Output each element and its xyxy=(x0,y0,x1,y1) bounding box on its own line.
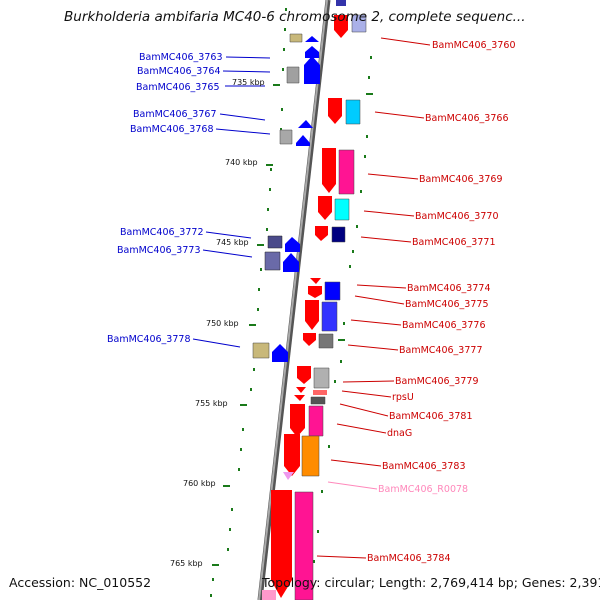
gene-label[interactable]: BamMC406_3779 xyxy=(395,376,478,387)
gene-label[interactable]: BamMC406_3768 xyxy=(130,124,213,135)
gene-3778 xyxy=(252,342,270,359)
gene-3779 xyxy=(297,366,311,384)
rna-connector xyxy=(327,481,378,490)
map-title: Burkholderia ambifaria MC40-6 chromosome… xyxy=(64,9,526,25)
gene-3783b xyxy=(301,435,320,477)
gene-3768-arrow xyxy=(296,135,310,146)
gene-3769 xyxy=(322,148,336,193)
gene-3774 xyxy=(310,278,321,284)
right-connectors xyxy=(316,37,431,559)
gene-rpsU-b xyxy=(313,390,327,395)
gene-label[interactable]: BamMC406_3775 xyxy=(405,299,488,310)
gene-3778-arrow xyxy=(272,344,288,362)
gene-dnaG xyxy=(290,404,305,437)
gene-3776 xyxy=(305,300,319,330)
gene-3765 xyxy=(286,66,300,84)
gene-label[interactable]: BamMC406_3760 xyxy=(432,40,515,51)
gene-dnaG-b xyxy=(308,405,324,437)
gene-3763 xyxy=(289,33,303,43)
gene-label[interactable]: BamMC406_3770 xyxy=(415,211,498,222)
gene-label[interactable]: BamMC406_3767 xyxy=(133,109,216,120)
gene-3784b xyxy=(294,491,314,600)
major-tick-marks xyxy=(212,84,373,566)
gene-label[interactable]: rpsU xyxy=(392,392,414,403)
gene-label[interactable]: BamMC406_3769 xyxy=(419,174,502,185)
kbp-label: 760 kbp xyxy=(183,479,216,488)
left-dot-track xyxy=(210,8,287,597)
gene-3763-arrow xyxy=(305,36,319,42)
gene-3775 xyxy=(324,281,341,301)
gene-label[interactable]: BamMC406_3772 xyxy=(120,227,203,238)
kbp-label: 750 kbp xyxy=(206,319,239,328)
genome-summary-text: Topology: circular; Length: 2,769,414 bp… xyxy=(262,575,600,590)
gene-3773-arrow xyxy=(283,253,299,272)
gene-3777 xyxy=(303,333,316,346)
gene-3766 xyxy=(328,98,342,124)
kbp-label: 765 kbp xyxy=(170,559,203,568)
gene-label[interactable]: BamMC406_3771 xyxy=(412,237,495,248)
gene-label[interactable]: BamMC406_3778 xyxy=(107,334,190,345)
right-dot-track xyxy=(310,56,372,593)
gene-3776b xyxy=(321,301,338,332)
gene-label[interactable]: BamMC406_3776 xyxy=(402,320,485,331)
gene-3784c xyxy=(262,590,276,600)
gene-label[interactable]: BamMC406_3784 xyxy=(367,553,450,564)
gene-3770 xyxy=(318,196,332,220)
gene-3760 xyxy=(334,15,348,38)
accession-text: Accession: NC_010552 xyxy=(9,575,152,590)
kbp-label: 740 kbp xyxy=(225,158,258,167)
gene-3784 xyxy=(271,490,292,598)
gene-3770b xyxy=(334,198,350,221)
kbp-label: 755 kbp xyxy=(195,399,228,408)
kbp-tick-labels: 735 kbp 740 kbp 745 kbp 750 kbp 755 kbp … xyxy=(170,78,265,568)
gene-3764 xyxy=(305,46,319,58)
gene-3781 xyxy=(294,395,305,401)
gene-3767 xyxy=(298,120,313,128)
gene-3783 xyxy=(284,434,300,476)
kbp-label: 735 kbp xyxy=(232,78,265,87)
right-gene-labels: BamMC406_3760 BamMC406_3766 BamMC406_376… xyxy=(367,40,515,564)
gene-label[interactable]: dnaG xyxy=(387,428,412,439)
gene-label[interactable]: BamMC406_3765 xyxy=(136,82,219,93)
gene-3772-arrow xyxy=(285,237,300,252)
gene-label[interactable]: BamMC406_3777 xyxy=(399,345,482,356)
gene-label[interactable]: BamMC406_3773 xyxy=(117,245,200,256)
gene-3779b xyxy=(313,367,330,389)
gene-3772 xyxy=(267,235,283,249)
left-strand-genes xyxy=(252,33,320,362)
gene-label[interactable]: BamMC406_R0078 xyxy=(378,484,468,495)
gene-label[interactable]: BamMC406_3774 xyxy=(407,283,490,294)
gene-top xyxy=(336,0,346,6)
gene-3773 xyxy=(264,251,281,271)
gene-3771b xyxy=(331,226,346,243)
left-connectors xyxy=(192,56,271,348)
gene-3781b xyxy=(310,396,326,405)
gene-label[interactable]: BamMC406_3763 xyxy=(139,52,222,63)
gene-3766b xyxy=(345,99,361,125)
right-strand-genes xyxy=(262,0,367,600)
gene-3769b xyxy=(338,149,355,195)
gene-3774b xyxy=(308,286,322,298)
gene-3777b xyxy=(318,333,334,349)
kbp-label: 745 kbp xyxy=(216,238,249,247)
gene-label[interactable]: BamMC406_3766 xyxy=(425,113,508,124)
gene-3768 xyxy=(279,129,293,145)
gene-label[interactable]: BamMC406_3781 xyxy=(389,411,472,422)
gene-3771 xyxy=(315,226,328,241)
gene-3760b xyxy=(351,14,367,33)
left-gene-labels: BamMC406_3763 BamMC406_3764 BamMC406_376… xyxy=(107,52,222,345)
gene-3765-arrow xyxy=(304,56,320,84)
gene-rpsU xyxy=(296,387,306,393)
gene-label[interactable]: BamMC406_3783 xyxy=(382,461,465,472)
gene-label[interactable]: BamMC406_3764 xyxy=(137,66,220,77)
gene-R0078 xyxy=(283,472,294,480)
